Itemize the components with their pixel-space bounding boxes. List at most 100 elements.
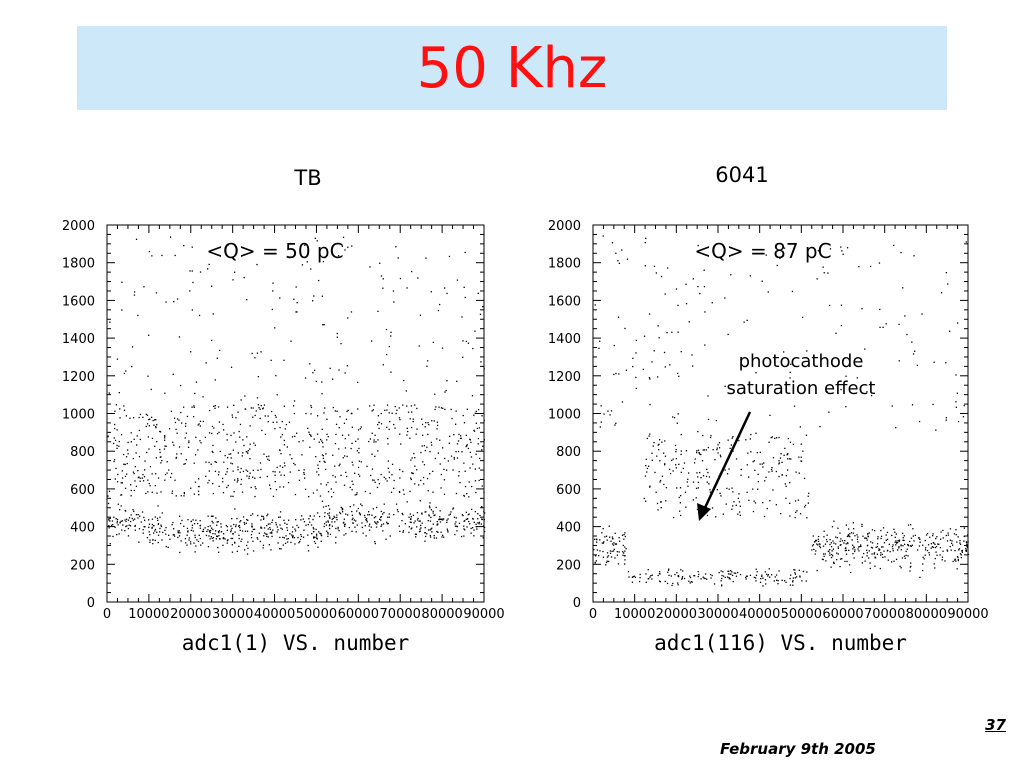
scatter-point (386, 409, 388, 411)
scatter-point (225, 473, 227, 475)
scatter-point (115, 518, 117, 520)
scatter-point (207, 525, 209, 528)
scatter-point (649, 378, 651, 380)
scatter-point (929, 536, 931, 538)
scatter-point (415, 433, 417, 435)
scatter-point (378, 427, 380, 430)
scatter-point (387, 443, 389, 445)
scatter-point (338, 427, 340, 429)
scatter-point (114, 410, 116, 412)
scatter-point (279, 465, 281, 467)
scatter-point (209, 525, 211, 527)
scatter-point (904, 315, 906, 317)
scatter-point (399, 469, 401, 471)
scatter-point (761, 575, 763, 578)
scatter-point (161, 254, 163, 257)
scatter-point (322, 261, 325, 263)
scatter-point (189, 541, 192, 543)
scatter-point (215, 461, 217, 463)
scatter-point (252, 540, 254, 542)
scatter-point (269, 532, 271, 534)
x-tick-label: 60000 (822, 607, 863, 622)
scatter-point (284, 428, 286, 430)
scatter-point (207, 482, 209, 484)
scatter-point (672, 458, 674, 460)
scatter-point (236, 481, 238, 483)
scatter-point (235, 417, 237, 419)
scatter-point (244, 549, 246, 551)
scatter-point (613, 548, 615, 550)
scatter-point (702, 576, 704, 578)
scatter-point (338, 448, 340, 450)
scatter-point (418, 531, 421, 533)
scatter-point (270, 549, 272, 551)
scatter-point (184, 463, 186, 465)
x-tick-label: 0 (589, 607, 597, 622)
scatter-point (397, 257, 399, 259)
scatter-point (437, 531, 439, 533)
scatter-point (194, 454, 197, 456)
scatter-point (911, 544, 913, 546)
scatter-point (926, 532, 929, 535)
scatter-point (483, 511, 485, 513)
scatter-point (664, 293, 666, 295)
scatter-point (892, 550, 894, 552)
scatter-point (388, 412, 390, 414)
scatter-point (351, 461, 353, 463)
scatter-point (276, 531, 278, 533)
scatter-point (260, 468, 262, 471)
scatter-point (234, 271, 236, 273)
scatter-point (210, 536, 212, 538)
scatter-point (884, 556, 886, 558)
scatter-point (175, 495, 177, 497)
scatter-point (858, 546, 860, 548)
x-tick-label: 50000 (781, 607, 822, 622)
scatter-point (618, 551, 620, 553)
scatter-point (949, 545, 951, 548)
scatter-point (755, 577, 757, 579)
scatter-point (391, 474, 393, 476)
scatter-point (408, 516, 410, 518)
scatter-point (603, 413, 605, 415)
scatter-point (379, 518, 381, 520)
scatter-point (814, 553, 816, 555)
scatter-point (895, 533, 897, 535)
scatter-point (173, 444, 175, 446)
scatter-point (164, 392, 166, 394)
scatter-point (836, 559, 838, 561)
scatter-point (912, 353, 915, 355)
scatter-point (238, 525, 240, 527)
x-tick-label: 50000 (296, 607, 337, 622)
scatter-point (842, 359, 844, 361)
scatter-point (414, 520, 416, 522)
scatter-point (874, 557, 876, 559)
scatter-point (436, 530, 438, 533)
scatter-point (309, 515, 311, 517)
scatter-point (352, 517, 354, 519)
scatter-point (897, 541, 899, 544)
scatter-point (291, 531, 294, 533)
scatter-point (439, 516, 441, 518)
scatter-point (419, 528, 421, 530)
scatter-point (310, 268, 312, 270)
scatter-point (453, 458, 455, 460)
scatter-point (364, 525, 366, 527)
scatter-point (766, 573, 768, 575)
scatter-point (356, 493, 358, 496)
scatter-point (689, 582, 691, 584)
scatter-point (177, 536, 179, 539)
scatter-point (934, 546, 936, 549)
scatter-point (421, 512, 423, 514)
scatter-point (332, 406, 334, 409)
scatter-point (930, 547, 932, 549)
scatter-point (142, 474, 144, 476)
scatter-point (709, 436, 712, 439)
scatter-point (599, 539, 601, 541)
scatter-point (307, 534, 309, 536)
scatter-point (731, 571, 733, 573)
scatter-point (358, 447, 360, 450)
scatter-point (318, 474, 320, 476)
scatter-point (419, 530, 421, 532)
scatter-point (410, 521, 412, 524)
scatter-point (771, 470, 773, 472)
